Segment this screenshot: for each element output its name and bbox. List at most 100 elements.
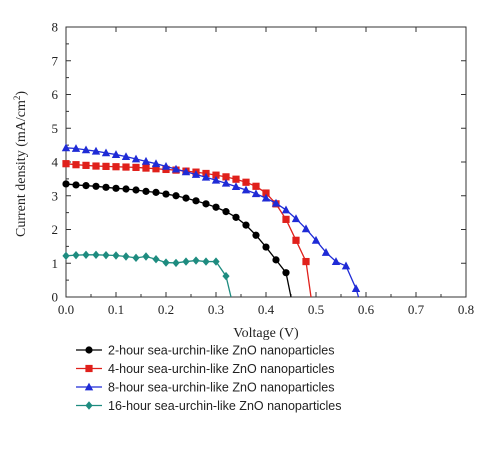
legend-item-2: 4-hour sea-urchin-like ZnO nanoparticles (76, 362, 335, 376)
data-point (271, 198, 281, 207)
legend-marker (85, 401, 93, 410)
data-point (112, 163, 120, 171)
data-point (281, 205, 291, 214)
data-point (102, 250, 110, 260)
data-point (101, 148, 111, 157)
data-point (202, 257, 210, 266)
data-point (121, 152, 131, 160)
data-point (151, 159, 161, 168)
data-point (72, 181, 80, 189)
data-point (212, 203, 220, 211)
data-point (122, 252, 130, 261)
x-tick-label: 0.4 (258, 302, 275, 317)
data-point (252, 182, 260, 190)
data-point (192, 197, 200, 205)
legend-item-4: 16-hour sea-urchin-like ZnO nanoparticle… (76, 399, 341, 413)
data-point (111, 150, 121, 158)
data-point (141, 156, 151, 165)
data-point (142, 187, 150, 195)
data-point (221, 178, 231, 187)
data-point (202, 200, 210, 208)
data-point (182, 257, 190, 266)
data-point (62, 251, 70, 261)
series-line (65, 147, 360, 298)
series-1 (62, 180, 292, 298)
legend-label: 4-hour sea-urchin-like ZnO nanoparticles (108, 362, 335, 376)
data-point (172, 192, 180, 200)
y-tick-label: 0 (52, 290, 59, 305)
y-tick-label: 2 (52, 222, 59, 237)
data-point (91, 146, 101, 155)
legend-marker (85, 346, 93, 354)
data-point (162, 190, 170, 198)
x-tick-label: 0.0 (58, 302, 74, 317)
series-3 (61, 143, 361, 298)
data-point (311, 235, 321, 244)
data-point (181, 167, 191, 176)
data-point (112, 251, 120, 260)
series-2 (62, 160, 312, 298)
data-point (92, 182, 100, 190)
data-point (211, 175, 221, 184)
data-point (251, 189, 261, 198)
data-point (212, 257, 220, 266)
data-point (262, 189, 270, 197)
data-point (162, 258, 170, 267)
data-point (71, 144, 81, 152)
data-point (72, 250, 80, 260)
x-axis-ticks: 0.0 0.1 0.2 0.3 0.4 0.5 0.6 0.7 0.8 (58, 27, 474, 317)
data-point (301, 224, 311, 233)
y-tick-label: 5 (52, 121, 59, 136)
x-tick-label: 0.2 (158, 302, 174, 317)
data-point (341, 261, 351, 270)
y-tick-label: 6 (52, 87, 59, 102)
data-point (232, 175, 240, 183)
data-point (171, 164, 181, 173)
data-point (152, 165, 160, 173)
legend-item-3: 8-hour sea-urchin-like ZnO nanoparticles (76, 381, 335, 395)
legend: 2-hour sea-urchin-like ZnO nanoparticles… (76, 344, 341, 413)
x-tick-label: 0.5 (308, 302, 324, 317)
data-point (192, 256, 200, 265)
y-tick-label: 1 (52, 256, 59, 271)
legend-label: 16-hour sea-urchin-like ZnO nanoparticle… (108, 399, 341, 413)
x-tick-label: 0.7 (408, 302, 425, 317)
legend-label: 2-hour sea-urchin-like ZnO nanoparticles (108, 344, 335, 358)
y-tick-label: 8 (52, 20, 59, 35)
legend-marker (85, 364, 93, 373)
data-point (142, 164, 150, 172)
data-point (241, 185, 251, 194)
y-tick-label: 3 (52, 188, 59, 203)
x-tick-label: 0.8 (458, 302, 474, 317)
data-point (282, 215, 290, 223)
legend-label: 8-hour sea-urchin-like ZnO nanoparticles (108, 381, 335, 395)
x-tick-label: 0.6 (358, 302, 375, 317)
data-point (331, 257, 341, 265)
data-point (302, 257, 310, 266)
data-point (62, 180, 70, 188)
data-point (152, 255, 160, 264)
data-point (132, 186, 140, 194)
data-point (61, 143, 71, 152)
data-point (82, 250, 90, 260)
data-point (261, 193, 271, 202)
data-point (321, 248, 331, 256)
data-point (132, 163, 140, 171)
data-point (182, 194, 190, 202)
x-axis-title: Voltage (V) (233, 326, 299, 341)
data-point (102, 162, 110, 170)
y-tick-label: 7 (52, 53, 59, 68)
x-tick-label: 0.3 (208, 302, 224, 317)
data-point (262, 243, 270, 251)
series-line (65, 183, 292, 298)
data-point (122, 185, 130, 193)
data-point (191, 170, 201, 178)
y-axis-ticks: 0 1 2 3 4 5 6 7 8 (52, 20, 466, 305)
data-point (201, 172, 211, 181)
data-point (212, 171, 220, 179)
data-point (142, 252, 150, 261)
data-point (92, 250, 100, 260)
data-point (292, 236, 300, 244)
data-point (132, 253, 140, 263)
